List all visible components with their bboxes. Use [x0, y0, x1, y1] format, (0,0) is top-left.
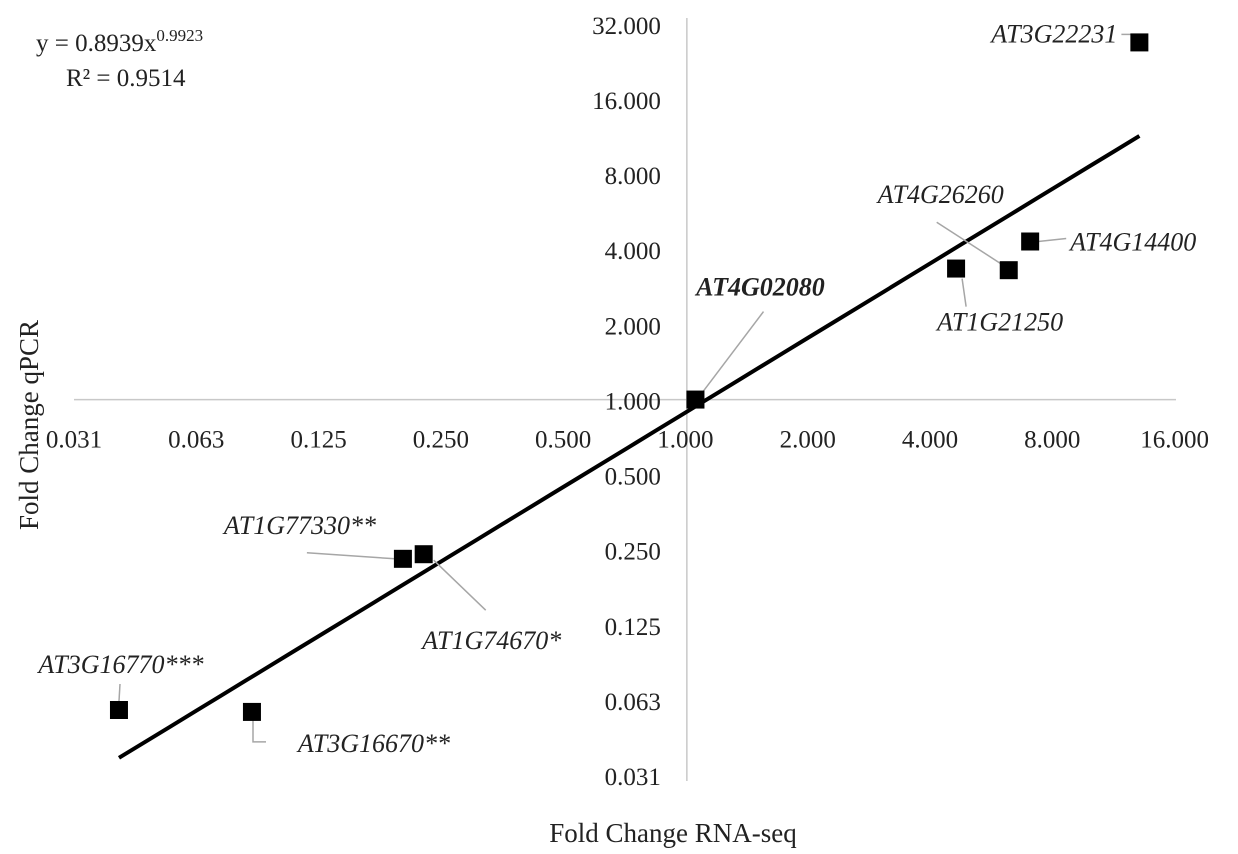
- y-tick-label: 2.000: [605, 313, 661, 340]
- x-tick-label: 0.063: [168, 427, 224, 454]
- data-point-marker: [947, 259, 966, 278]
- leader-line: [306, 552, 395, 560]
- data-point-marker: [1130, 33, 1149, 52]
- leader-line: [936, 221, 1006, 267]
- trendline: [117, 134, 1141, 760]
- leader-line: [1038, 237, 1067, 243]
- r-squared: R² = 0.9514: [66, 65, 186, 92]
- x-tick-label: 2.000: [780, 427, 836, 454]
- y-tick-label: 0.500: [605, 464, 661, 491]
- x-tick-label: 1.000: [657, 427, 713, 454]
- x-tick-label: 0.500: [535, 427, 591, 454]
- data-label: AT1G74670*: [420, 626, 561, 655]
- data-label: AT3G16670**: [296, 729, 450, 758]
- data-point-marker: [686, 390, 705, 409]
- data-point-marker: [109, 700, 128, 719]
- x-tick-label: 8.000: [1024, 427, 1080, 454]
- data-point-marker: [393, 549, 412, 568]
- equation-exponent: 0.9923: [156, 26, 203, 45]
- data-point-marker: [242, 702, 261, 721]
- x-tick-labels: 0.031 0.063 0.125 0.250 0.500 1.000 2.000 4.000…: [46, 427, 1209, 454]
- y-tick-label: 4.000: [605, 238, 661, 265]
- y-tick-label: 0.063: [605, 689, 661, 716]
- x-tick-label: 16.000: [1140, 427, 1209, 454]
- data-label: AT4G14400: [1068, 228, 1196, 257]
- data-label: AT4G26260: [876, 180, 1004, 209]
- data-label: AT1G21250: [935, 308, 1063, 337]
- y-tick-label: 1.000: [605, 388, 661, 415]
- y-tick-label: 16.000: [592, 88, 661, 115]
- y-tick-labels: 0.031 0.063 0.125 0.250 0.500 1.000 2.000 4.000…: [592, 13, 661, 791]
- data-label: AT3G16770***: [36, 650, 203, 679]
- x-tick-label: 4.000: [902, 427, 958, 454]
- trendline-equation: y = 0.8939x0.9923: [36, 26, 203, 57]
- y-tick-label: 8.000: [605, 163, 661, 190]
- data-points: [109, 33, 1149, 721]
- y-tick-label: 0.125: [605, 614, 661, 641]
- equation-text: y = 0.8939x: [36, 30, 157, 57]
- data-label: AT1G77330**: [222, 511, 376, 540]
- leader-line: [433, 559, 487, 611]
- y-tick-label: 0.031: [605, 764, 661, 791]
- label-leader-lines: [118, 33, 1136, 743]
- data-label: AT3G22231: [989, 19, 1117, 48]
- y-tick-label: 32.000: [592, 13, 661, 40]
- data-point-marker: [414, 545, 433, 564]
- leader-line: [961, 278, 967, 307]
- data-point-marker: [1021, 232, 1040, 251]
- leader-line: [252, 719, 266, 743]
- x-tick-label: 0.031: [46, 427, 102, 454]
- trendline-group: [117, 134, 1141, 760]
- data-point-marker: [999, 261, 1018, 280]
- data-labels: AT3G22231 AT4G14400 AT4G26260 AT1G21250 AT4G…: [36, 19, 1196, 758]
- x-tick-label: 0.250: [413, 427, 469, 454]
- data-label: AT4G02080: [694, 273, 825, 302]
- x-axis-title: Fold Change RNA-seq: [549, 818, 797, 848]
- leader-line: [118, 683, 121, 702]
- y-tick-label: 0.250: [605, 539, 661, 566]
- y-axis-title: Fold Change qPCR: [14, 320, 44, 530]
- x-tick-label: 0.125: [290, 427, 346, 454]
- leader-line: [700, 311, 765, 395]
